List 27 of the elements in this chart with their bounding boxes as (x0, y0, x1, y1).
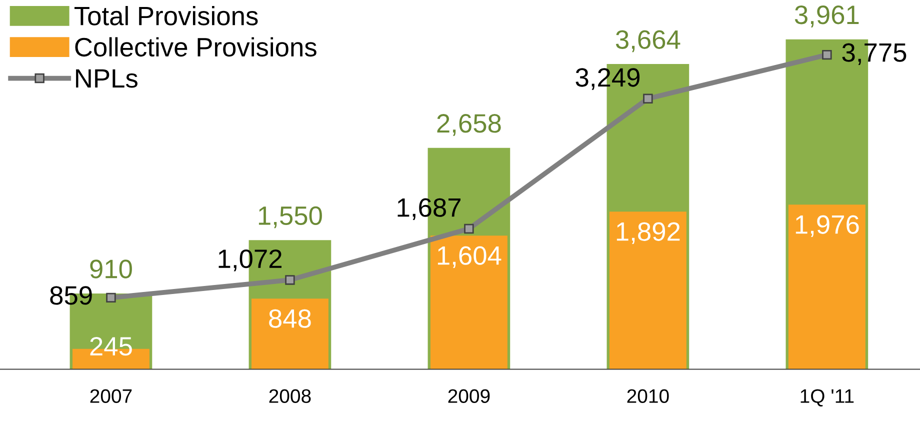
data-label: 859 (50, 286, 92, 305)
legend-label: NPLs (76, 69, 138, 88)
point (285, 275, 295, 285)
data-label: 1,604 (438, 246, 502, 268)
point (464, 224, 474, 234)
point (822, 50, 832, 60)
x-tick-label: 2009 (448, 389, 490, 403)
bar (788, 204, 866, 370)
data-label: 3,664 (616, 30, 680, 52)
legend-label: Collective Provisions (75, 37, 316, 57)
legend-label: Total Provisions (74, 6, 258, 26)
bar (430, 236, 508, 370)
data-label: 1,976 (796, 215, 859, 238)
data-label: 848 (269, 309, 311, 328)
point (643, 94, 653, 104)
bar (609, 212, 686, 370)
data-label: 1,550 (258, 206, 322, 228)
x-tick-label: 2007 (90, 389, 132, 403)
data-label: 1,892 (616, 222, 680, 244)
point (106, 292, 116, 303)
x-tick-label: 2008 (269, 389, 311, 403)
x-tick-label: 1Q '11 (800, 389, 854, 406)
x-tick-label: 2010 (627, 389, 669, 403)
data-label: 2,658 (437, 114, 501, 136)
bar (251, 298, 328, 370)
data-label: 3,961 (794, 6, 859, 28)
data-label: 910 (90, 260, 132, 278)
